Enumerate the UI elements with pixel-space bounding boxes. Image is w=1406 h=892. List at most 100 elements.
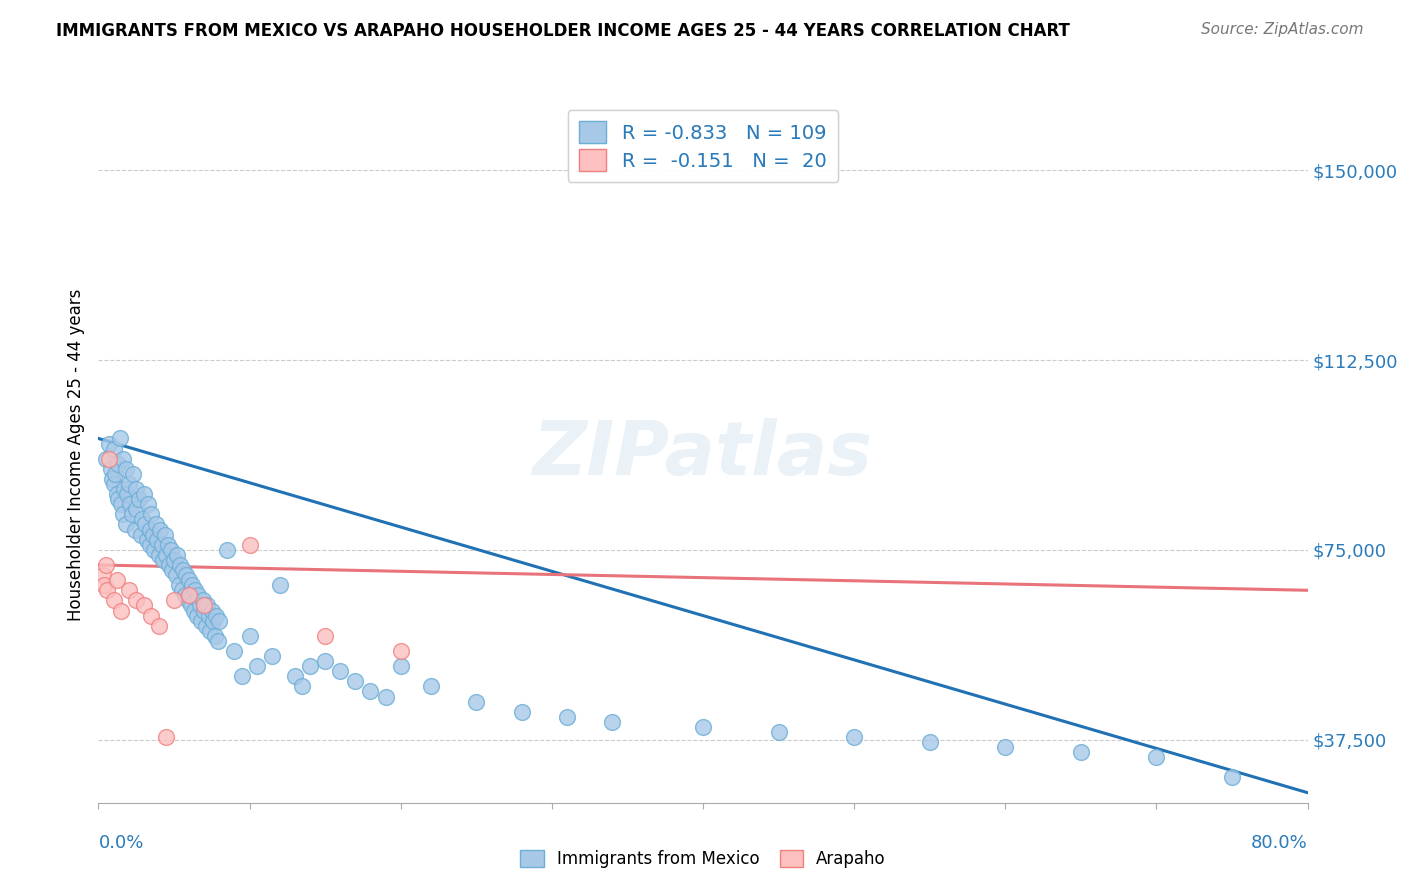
Point	[114, 462, 136, 476]
Point	[174, 568, 197, 582]
Point	[187, 588, 209, 602]
Point	[143, 542, 166, 557]
Point	[152, 553, 174, 567]
Point	[374, 690, 396, 704]
Point	[389, 644, 412, 658]
Point	[291, 680, 314, 694]
Point	[132, 487, 155, 501]
Point	[224, 644, 246, 658]
Point	[246, 659, 269, 673]
Point	[190, 614, 212, 628]
Point	[129, 527, 152, 541]
Point	[208, 614, 231, 628]
Point	[344, 674, 367, 689]
Point	[112, 482, 135, 496]
Point	[93, 578, 115, 592]
Point	[692, 720, 714, 734]
Point	[167, 578, 190, 592]
Point	[179, 573, 201, 587]
Point	[148, 618, 170, 632]
Point	[201, 603, 224, 617]
Point	[101, 472, 124, 486]
Point	[125, 482, 148, 496]
Point	[163, 553, 186, 567]
Point	[186, 608, 208, 623]
Point	[104, 467, 127, 481]
Point	[155, 730, 177, 744]
Point	[103, 442, 125, 456]
Point	[139, 523, 162, 537]
Point	[602, 714, 624, 729]
Point	[162, 563, 184, 577]
Point	[139, 538, 162, 552]
Point	[202, 614, 225, 628]
Point	[135, 533, 157, 547]
Point	[91, 568, 114, 582]
Point	[131, 512, 153, 526]
Point	[314, 629, 336, 643]
Point	[329, 665, 352, 679]
Point	[103, 593, 125, 607]
Text: IMMIGRANTS FROM MEXICO VS ARAPAHO HOUSEHOLDER INCOME AGES 25 - 44 YEARS CORRELAT: IMMIGRANTS FROM MEXICO VS ARAPAHO HOUSEH…	[56, 22, 1070, 40]
Point	[141, 508, 163, 522]
Point	[121, 508, 143, 522]
Point	[239, 538, 262, 552]
Point	[125, 502, 148, 516]
Point	[103, 477, 125, 491]
Point	[420, 680, 443, 694]
Point	[188, 599, 211, 613]
Point	[173, 588, 195, 602]
Point	[98, 451, 121, 466]
Point	[1070, 745, 1092, 759]
Point	[114, 517, 136, 532]
Point	[155, 548, 177, 562]
Point	[176, 593, 198, 607]
Point	[94, 558, 117, 572]
Point	[165, 568, 187, 582]
Point	[159, 558, 181, 572]
Point	[122, 467, 145, 481]
Point	[994, 740, 1017, 755]
Point	[132, 599, 155, 613]
Point	[107, 457, 129, 471]
Point	[197, 608, 219, 623]
Point	[194, 618, 217, 632]
Text: 80.0%: 80.0%	[1251, 834, 1308, 852]
Point	[184, 583, 207, 598]
Point	[193, 603, 215, 617]
Point	[200, 624, 222, 638]
Point	[105, 573, 128, 587]
Point	[166, 548, 188, 562]
Point	[94, 451, 117, 466]
Point	[108, 432, 131, 446]
Point	[918, 735, 941, 749]
Point	[146, 533, 169, 547]
Point	[153, 527, 176, 541]
Point	[145, 517, 167, 532]
Text: Source: ZipAtlas.com: Source: ZipAtlas.com	[1201, 22, 1364, 37]
Point	[142, 527, 165, 541]
Point	[107, 492, 129, 507]
Point	[118, 477, 141, 491]
Point	[239, 629, 262, 643]
Legend: Immigrants from Mexico, Arapaho: Immigrants from Mexico, Arapaho	[513, 843, 893, 875]
Point	[136, 497, 159, 511]
Point	[111, 508, 134, 522]
Point	[125, 593, 148, 607]
Point	[465, 695, 488, 709]
Point	[191, 593, 214, 607]
Point	[124, 523, 146, 537]
Point	[172, 563, 194, 577]
Point	[128, 492, 150, 507]
Point	[205, 608, 228, 623]
Point	[844, 730, 866, 744]
Point	[389, 659, 412, 673]
Point	[141, 608, 163, 623]
Point	[360, 684, 382, 698]
Point	[1220, 771, 1243, 785]
Point	[510, 705, 533, 719]
Point	[215, 542, 238, 557]
Point	[1144, 750, 1167, 764]
Point	[100, 462, 122, 476]
Point	[181, 578, 204, 592]
